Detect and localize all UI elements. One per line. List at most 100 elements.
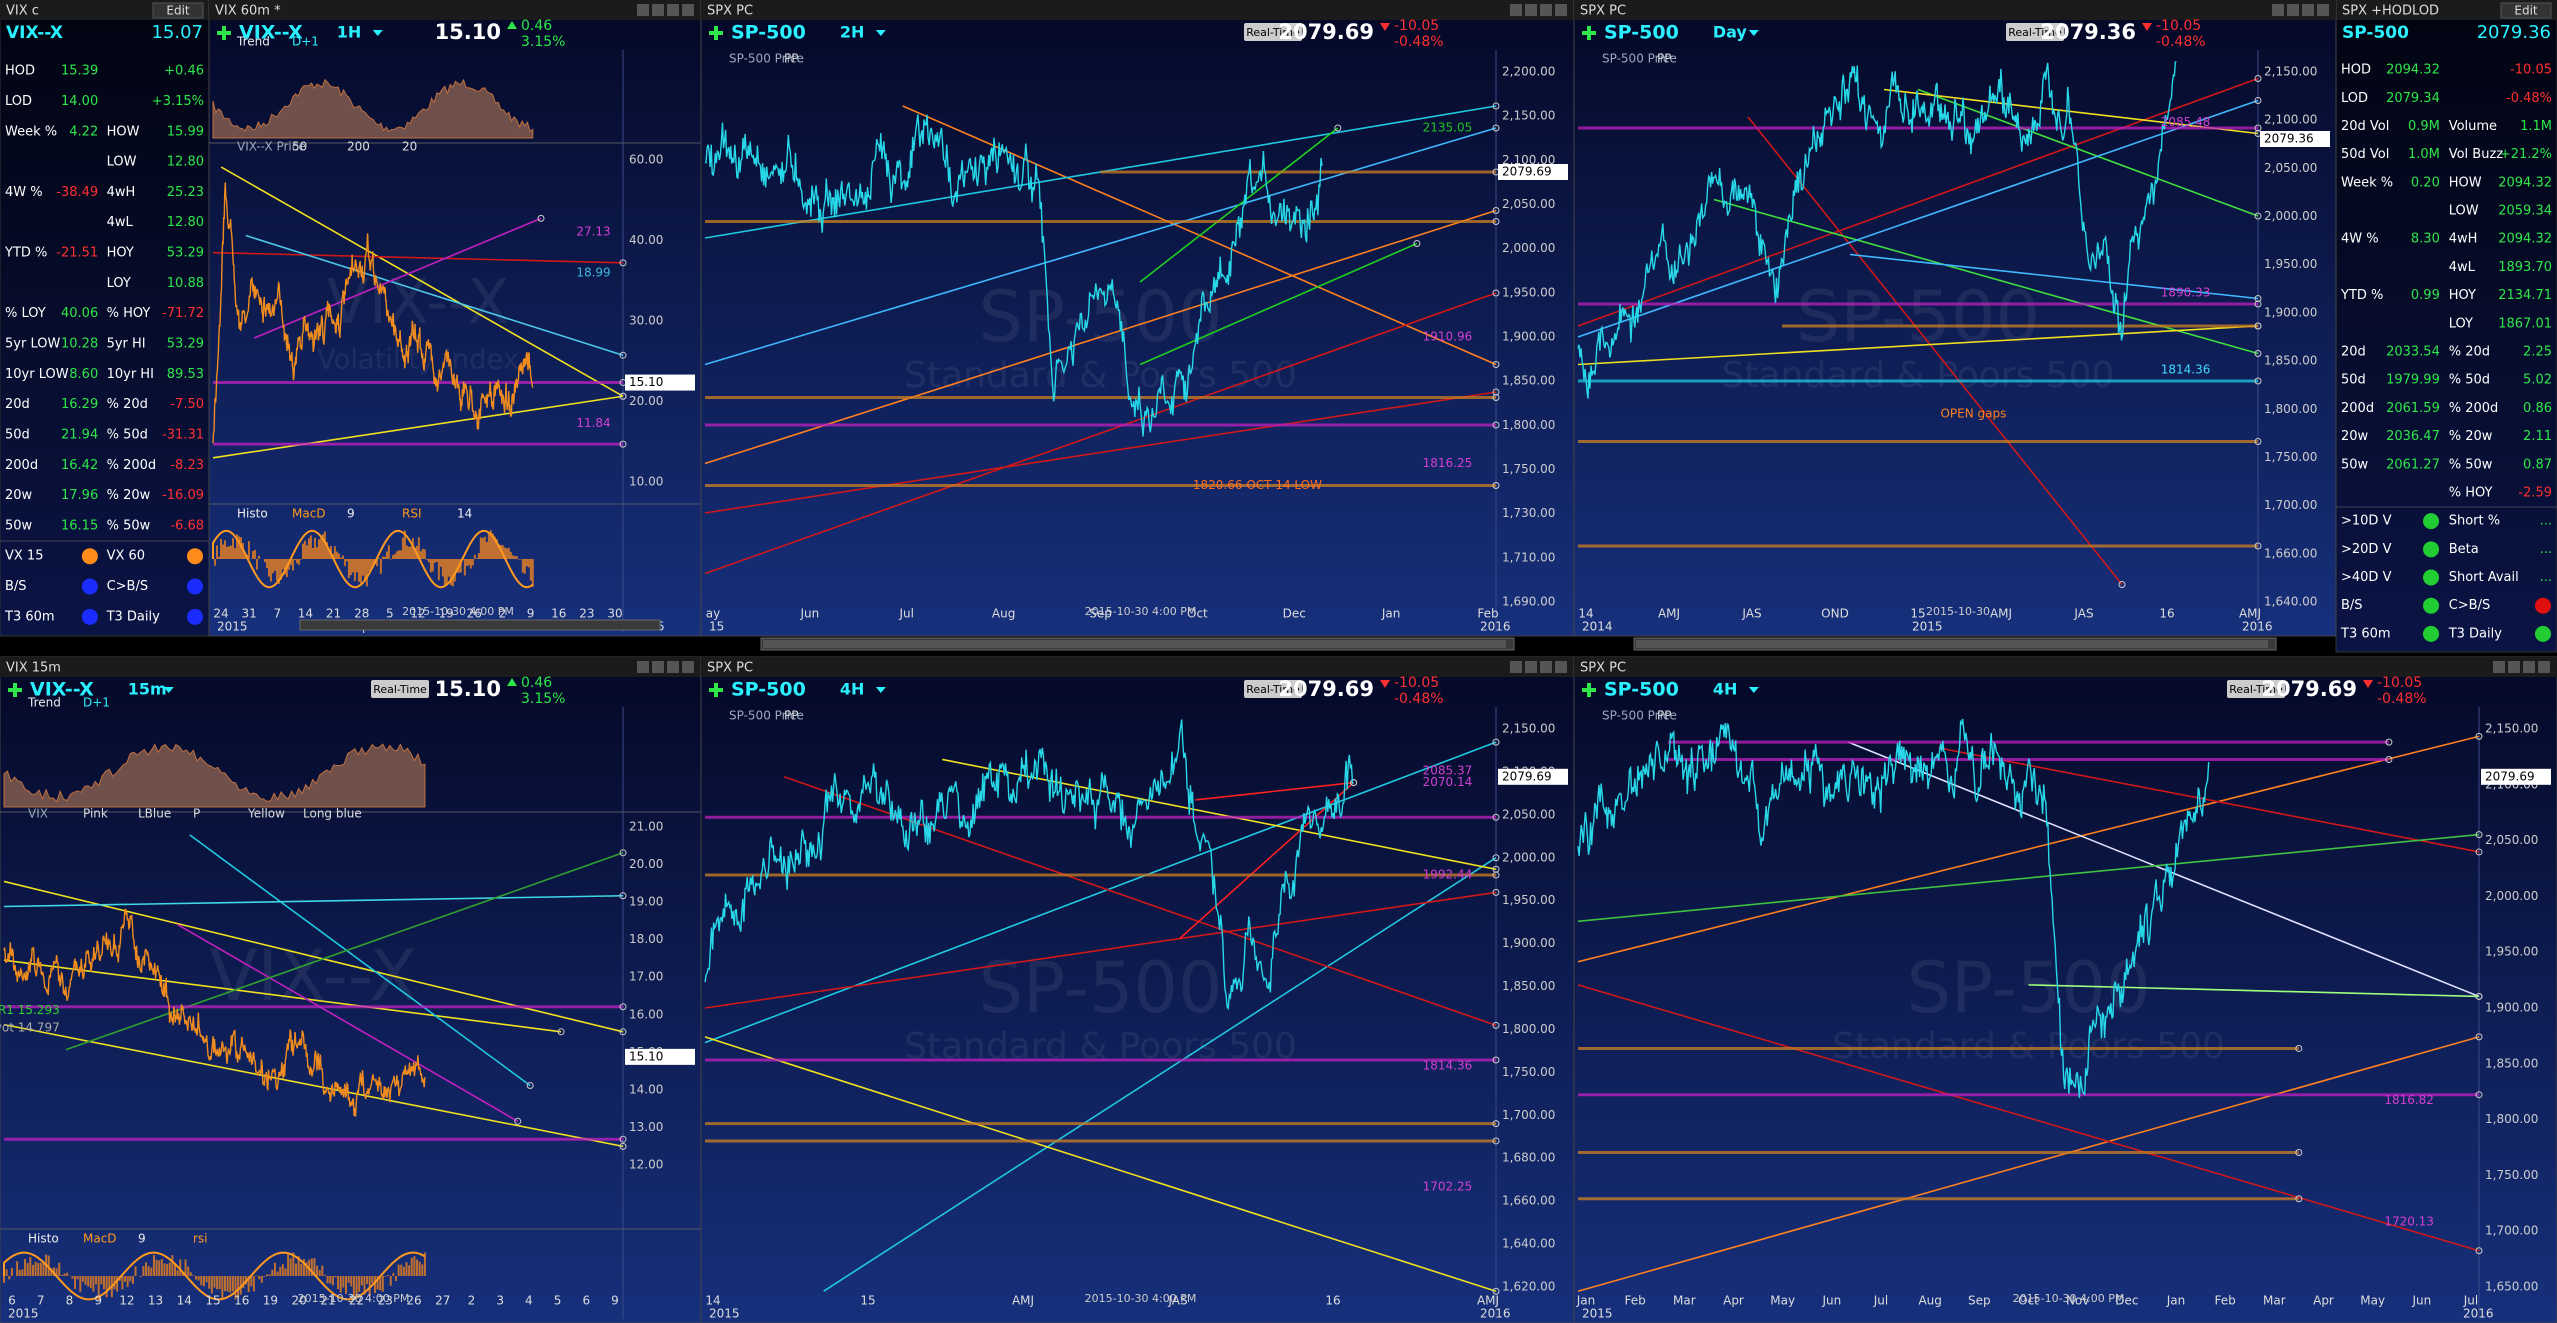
realtime-button[interactable] bbox=[371, 680, 429, 698]
x-tick-label-2: 2016 bbox=[1480, 620, 1511, 634]
y-tick-label: 19.00 bbox=[629, 895, 663, 909]
price-legend: LBlue bbox=[138, 807, 171, 821]
realtime-label[interactable]: Real-Time bbox=[1246, 683, 1300, 696]
window-button[interactable] bbox=[1510, 661, 1522, 673]
window-button[interactable] bbox=[652, 661, 664, 673]
window-button[interactable] bbox=[2538, 661, 2550, 673]
realtime-button[interactable] bbox=[2227, 680, 2285, 698]
x-tick-label: AMJ bbox=[1477, 1294, 1499, 1308]
edit-button[interactable] bbox=[152, 2, 204, 19]
row-label: 4W % bbox=[5, 185, 43, 200]
dropdown[interactable] bbox=[163, 687, 174, 693]
price-legend: PP bbox=[1657, 709, 1671, 723]
edit-button[interactable] bbox=[2500, 2, 2552, 19]
row-label: HOY bbox=[107, 246, 134, 261]
row-value: 14.00 bbox=[61, 94, 98, 109]
level-label: 1992.44 bbox=[1423, 868, 1473, 882]
anchor bbox=[1492, 207, 1500, 214]
dropdown[interactable] bbox=[1748, 30, 1759, 36]
window-button[interactable] bbox=[1525, 4, 1537, 16]
window-button[interactable] bbox=[1510, 4, 1522, 16]
trend-line bbox=[704, 209, 1497, 465]
window-button[interactable] bbox=[637, 661, 649, 673]
change: -10.05 bbox=[1394, 18, 1439, 34]
row-value: -21.51 bbox=[56, 246, 98, 261]
window-button[interactable] bbox=[2523, 661, 2535, 673]
realtime-label[interactable]: Real-Time bbox=[373, 683, 427, 696]
status-dot bbox=[187, 578, 203, 595]
realtime-label[interactable]: Real-Time bbox=[2229, 683, 2283, 696]
interval[interactable]: 2H bbox=[840, 23, 865, 42]
scroll-thumb[interactable] bbox=[763, 640, 1506, 648]
window-button[interactable] bbox=[667, 661, 679, 673]
window-button[interactable] bbox=[682, 661, 694, 673]
x-tick-label: JAS bbox=[2073, 607, 2093, 621]
window-button[interactable] bbox=[682, 4, 694, 16]
row-value: 0.86 bbox=[2523, 401, 2552, 416]
scrollbar[interactable] bbox=[299, 619, 661, 631]
x-tick-label: Feb bbox=[1477, 607, 1498, 621]
x-tick-label: Aug bbox=[1918, 1294, 1941, 1308]
window-button[interactable] bbox=[1525, 661, 1537, 673]
realtime-button[interactable] bbox=[1244, 23, 1302, 41]
x-tick-label: OND bbox=[1821, 607, 1849, 621]
interval[interactable]: 4H bbox=[840, 680, 865, 699]
window-button[interactable] bbox=[2493, 661, 2505, 673]
window-button[interactable] bbox=[1555, 661, 1567, 673]
x-tick-label: 14 bbox=[177, 1294, 192, 1308]
timestamp: 2015-10-30 4:00 PM bbox=[402, 605, 514, 618]
change: 0.46 bbox=[521, 18, 552, 34]
y-tick-label: 1,800.00 bbox=[2264, 402, 2317, 416]
row-value: 15.39 bbox=[61, 64, 98, 79]
window-button[interactable] bbox=[2287, 4, 2299, 16]
window-button[interactable] bbox=[652, 4, 664, 16]
realtime-label[interactable]: Real-Time bbox=[1246, 26, 1300, 39]
price-box-label: 15.10 bbox=[629, 1049, 663, 1063]
price-box bbox=[625, 374, 695, 391]
realtime-label[interactable]: Real-Time bbox=[2008, 26, 2062, 39]
interval[interactable]: 4H bbox=[1713, 680, 1738, 699]
anchor bbox=[557, 1028, 565, 1036]
interval[interactable]: Day bbox=[1713, 23, 1748, 42]
x-tick-label: 9 bbox=[527, 607, 535, 621]
window-button[interactable] bbox=[1555, 4, 1567, 16]
interval[interactable]: 15m bbox=[128, 680, 167, 699]
change: -10.05 bbox=[2377, 675, 2422, 691]
edit-label[interactable]: Edit bbox=[166, 4, 190, 18]
x-tick-label: Oct bbox=[1187, 607, 1208, 621]
row-label: LOD bbox=[5, 94, 32, 109]
window-button[interactable] bbox=[1540, 661, 1552, 673]
dropdown[interactable] bbox=[1748, 687, 1759, 693]
x-tick-label: 2 bbox=[468, 1294, 476, 1308]
price-box-label: 2079.69 bbox=[2485, 769, 2535, 783]
row-value: 2094.32 bbox=[2498, 232, 2552, 247]
y-tick-label: 1,690.00 bbox=[1502, 595, 1555, 609]
trend-line bbox=[704, 891, 1497, 1009]
row-value: 10.88 bbox=[167, 276, 204, 291]
anchor bbox=[526, 1082, 534, 1089]
edit-label[interactable]: Edit bbox=[2514, 4, 2538, 18]
realtime-button[interactable] bbox=[2006, 23, 2064, 41]
x-tick-label: 7 bbox=[37, 1294, 45, 1308]
level-label: 2070.14 bbox=[1423, 775, 1473, 789]
window-button[interactable] bbox=[1540, 4, 1552, 16]
dropdown[interactable] bbox=[875, 30, 886, 36]
window-button[interactable] bbox=[2508, 661, 2520, 673]
window-button[interactable] bbox=[2272, 4, 2284, 16]
window-button[interactable] bbox=[667, 4, 679, 16]
window-button[interactable] bbox=[2317, 4, 2329, 16]
last-price: 2079.69 bbox=[1278, 677, 1374, 701]
x-tick-label: ay bbox=[706, 607, 720, 621]
scroll-thumb[interactable] bbox=[1636, 640, 2268, 648]
window-button[interactable] bbox=[2302, 4, 2314, 16]
row-label: % 20d bbox=[2449, 345, 2490, 360]
window-button[interactable] bbox=[637, 4, 649, 16]
y-tick-label: 2,050.00 bbox=[2485, 833, 2538, 847]
dropdown[interactable] bbox=[875, 687, 886, 693]
interval[interactable]: 1H bbox=[337, 23, 362, 42]
dropdown[interactable] bbox=[372, 30, 383, 36]
realtime-button[interactable] bbox=[1244, 680, 1302, 698]
y-tick-label: 1,900.00 bbox=[1502, 936, 1555, 950]
y-tick-label: 1,850.00 bbox=[1502, 979, 1555, 993]
row-label: 4wL bbox=[107, 215, 134, 230]
